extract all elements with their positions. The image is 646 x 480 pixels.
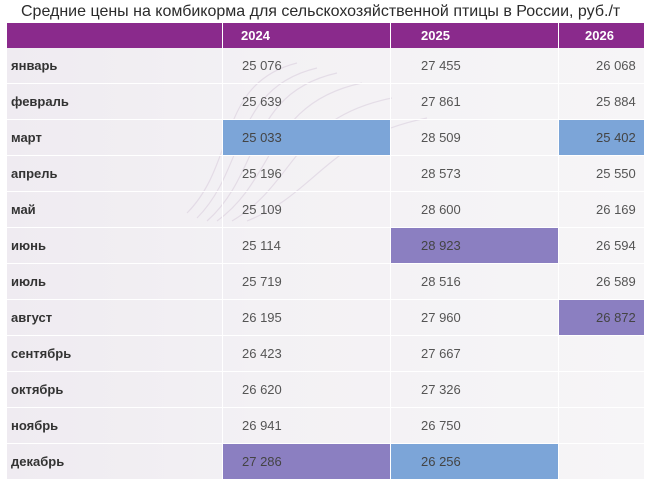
table-row: март 25 033 28 509 25 402	[7, 120, 644, 156]
table-row: август 26 195 27 960 26 872	[7, 300, 644, 336]
value-cell	[559, 336, 644, 371]
value-cell: 26 589	[596, 274, 636, 289]
header-year-2026: 2026	[585, 28, 614, 43]
value-cell: 27 455	[391, 48, 559, 83]
value-cell: 25 076	[223, 48, 391, 83]
value-cell	[559, 372, 644, 407]
value-cell: 25 719	[223, 264, 391, 299]
table-title: Средние цены на комбикорма для сельскохо…	[21, 3, 621, 20]
month-cell: сентябрь	[7, 336, 223, 371]
value-cell: 26 169	[596, 202, 636, 217]
table-row: сентябрь 26 423 27 667	[7, 336, 644, 372]
value-cell: 26 941	[223, 408, 391, 443]
value-cell: 25 884	[596, 94, 636, 109]
value-cell-min: 26 256	[391, 444, 559, 479]
table-row: ноябрь 26 941 26 750	[7, 408, 644, 444]
table-row: апрель 25 196 28 573 25 550	[7, 156, 644, 192]
table-row: май 25 109 28 600 26 169	[7, 192, 644, 228]
value-cell: 26 620	[223, 372, 391, 407]
value-cell: 25 114	[223, 228, 391, 263]
value-cell-max: 26 872	[559, 300, 644, 335]
value-cell: 27 326	[391, 372, 559, 407]
table-row: февраль 25 639 27 861 25 884	[7, 84, 644, 120]
value-cell: 25 109	[223, 192, 391, 227]
month-cell: ноябрь	[7, 408, 223, 443]
value-cell-min: 25 402	[559, 120, 644, 155]
value-cell: 27 960	[391, 300, 559, 335]
value-cell: 26 068	[596, 58, 636, 73]
value-cell: 26 423	[223, 336, 391, 371]
value-cell	[559, 408, 644, 443]
table-header: 2024 2025 2026	[7, 23, 644, 48]
value-cell: 28 573	[391, 156, 559, 191]
price-table: 2024 2025 2026 январь 25 076 27 455 26 0…	[7, 23, 644, 480]
value-cell-min: 25 033	[223, 120, 391, 155]
value-cell: 26 594	[596, 238, 636, 253]
value-cell: 28 516	[391, 264, 559, 299]
value-cell: 27 667	[391, 336, 559, 371]
month-cell: март	[7, 120, 223, 155]
month-cell: август	[7, 300, 223, 335]
header-year-2025: 2025	[391, 23, 559, 48]
value-cell: 28 509	[391, 120, 559, 155]
month-cell: июль	[7, 264, 223, 299]
value-cell: 27 861	[391, 84, 559, 119]
month-cell: декабрь	[7, 444, 223, 479]
value-cell: 28 600	[391, 192, 559, 227]
value-cell: 25 639	[223, 84, 391, 119]
month-cell: апрель	[7, 156, 223, 191]
month-cell: май	[7, 192, 223, 227]
month-cell: октябрь	[7, 372, 223, 407]
header-year-2024: 2024	[223, 23, 391, 48]
value-cell: 25 196	[223, 156, 391, 191]
value-cell: 26 195	[223, 300, 391, 335]
header-month	[7, 23, 223, 48]
value-cell-max: 28 923	[391, 228, 559, 263]
value-cell-max: 27 286	[223, 444, 391, 479]
table-row: июнь 25 114 28 923 26 594	[7, 228, 644, 264]
table-row: июль 25 719 28 516 26 589	[7, 264, 644, 300]
month-cell: июнь	[7, 228, 223, 263]
value-cell: 26 750	[391, 408, 559, 443]
value-cell	[559, 444, 644, 479]
table-row: декабрь 27 286 26 256	[7, 444, 644, 480]
table-row: октябрь 26 620 27 326	[7, 372, 644, 408]
month-cell: февраль	[7, 84, 223, 119]
table-row: январь 25 076 27 455 26 068	[7, 48, 644, 84]
month-cell: январь	[7, 48, 223, 83]
value-cell: 25 550	[596, 166, 636, 181]
